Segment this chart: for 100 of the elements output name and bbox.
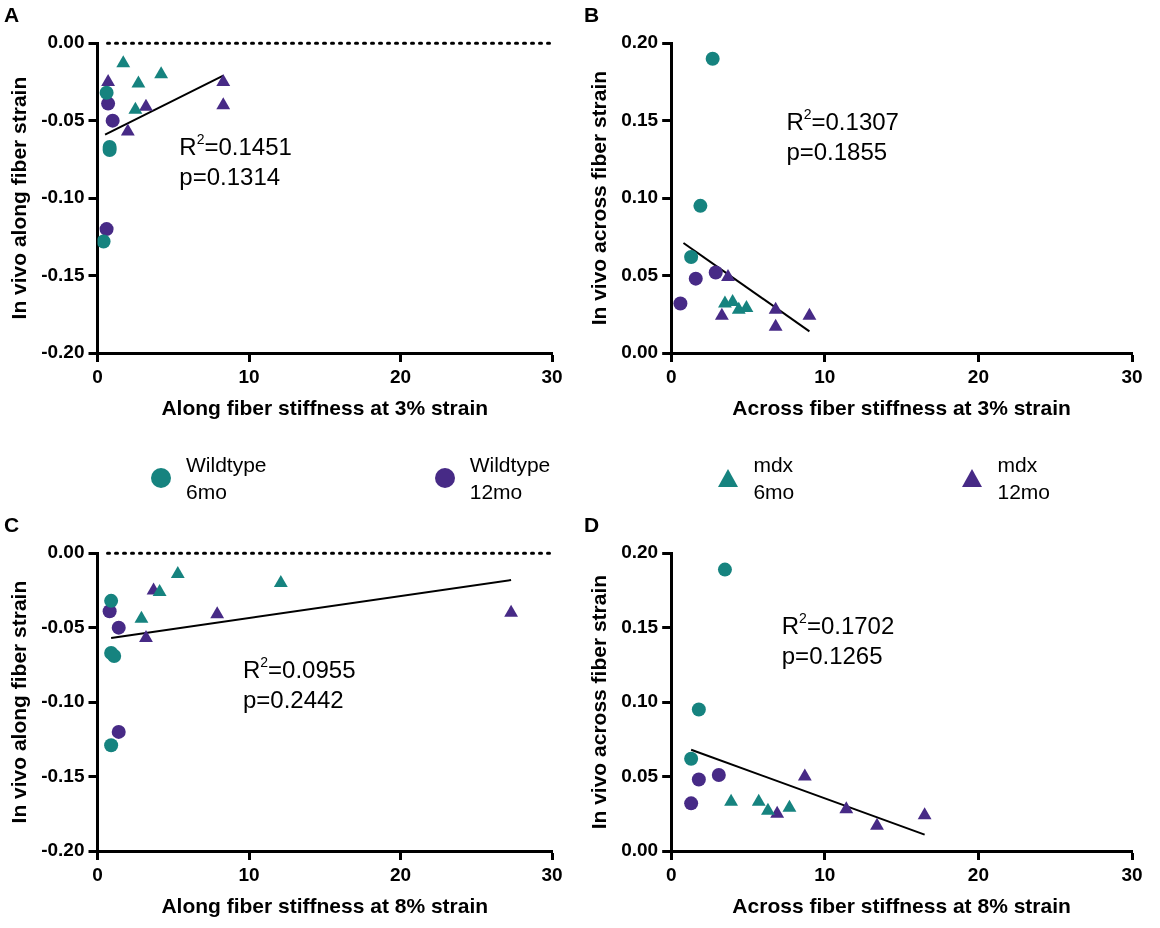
y-tick-label: -0.15 — [41, 263, 85, 285]
chart-title: A — [4, 3, 20, 27]
point — [128, 101, 143, 114]
x-tick-label: 20 — [389, 863, 412, 885]
point — [101, 73, 116, 86]
point — [782, 799, 797, 812]
point — [691, 772, 706, 787]
annotation: p=0.1314 — [179, 162, 281, 190]
y-tick-label: -0.15 — [41, 764, 85, 786]
y-tick-label: 0.00 — [47, 31, 85, 53]
point — [693, 198, 708, 213]
legend-label: Wildtype 6mo — [186, 451, 267, 505]
chart-title: C — [4, 513, 20, 537]
y-tick-label: -0.05 — [41, 615, 85, 637]
point — [721, 269, 735, 282]
chart-title: B — [584, 3, 600, 27]
x-tick-label: 30 — [541, 365, 563, 387]
point — [120, 123, 135, 136]
point — [111, 724, 126, 739]
point — [154, 66, 169, 79]
point — [688, 271, 703, 286]
point — [797, 768, 812, 781]
y-axis-title: In vivo along fiber strain — [7, 580, 31, 824]
point — [768, 318, 783, 331]
y-tick-label: 0.10 — [621, 690, 659, 712]
point — [870, 817, 884, 830]
point — [708, 265, 723, 280]
point — [684, 249, 699, 264]
point — [673, 296, 688, 311]
point — [134, 610, 149, 623]
point — [770, 805, 785, 818]
y-tick-label: 0.15 — [621, 615, 659, 637]
y-axis-title: In vivo along fiber strain — [7, 76, 31, 320]
point — [105, 113, 120, 128]
point — [724, 793, 739, 806]
point — [705, 51, 720, 66]
x-tick-label: 10 — [814, 863, 836, 885]
y-tick-label: -0.10 — [41, 690, 85, 712]
point — [210, 606, 225, 619]
point — [97, 234, 111, 249]
point — [684, 751, 699, 766]
point — [684, 796, 699, 811]
chart-title: D — [584, 513, 600, 537]
point — [711, 768, 726, 783]
x-tick-label: 10 — [814, 365, 836, 387]
y-tick-label: 0.05 — [621, 263, 659, 285]
annotation: p=0.2442 — [242, 686, 344, 714]
point — [139, 98, 153, 111]
point — [116, 55, 131, 68]
point — [717, 562, 732, 577]
x-axis-title: Across fiber stiffness at 3% strain — [732, 396, 1071, 420]
y-tick-label: 0.00 — [47, 541, 85, 563]
y-tick-label: 0.10 — [621, 186, 659, 208]
y-axis-title: In vivo across fiber strain — [587, 574, 611, 830]
legend-label: Wildtype 12mo — [469, 451, 551, 505]
x-tick-label: 20 — [389, 365, 412, 387]
x-tick-label: 30 — [541, 863, 563, 885]
y-tick-label: 0.15 — [621, 108, 659, 130]
point — [802, 307, 817, 320]
point — [504, 604, 519, 617]
point — [139, 630, 153, 643]
x-axis-title: Along fiber stiffness at 3% strain — [161, 396, 489, 420]
y-tick-label: -0.05 — [41, 108, 85, 130]
point — [714, 307, 729, 320]
point — [216, 73, 231, 86]
y-tick-label: 0.20 — [621, 31, 659, 53]
y-tick-label: 0.00 — [621, 839, 659, 861]
point — [917, 807, 932, 820]
annotation: p=0.1265 — [781, 641, 883, 669]
point — [839, 801, 854, 814]
point — [751, 793, 766, 806]
legend-label: mdx 6mo — [753, 451, 795, 505]
point — [768, 301, 783, 314]
legend-label: mdx 12mo — [997, 451, 1050, 505]
x-tick-label: 20 — [967, 365, 989, 387]
x-axis-title: Across fiber stiffness at 8% strain — [732, 894, 1071, 918]
y-tick-label: -0.10 — [41, 186, 85, 208]
point — [99, 85, 114, 100]
y-axis-title: In vivo across fiber strain — [587, 70, 611, 326]
x-tick-label: 0 — [92, 863, 103, 885]
point — [273, 574, 288, 587]
y-tick-label: 0.05 — [621, 764, 659, 786]
x-tick-label: 0 — [665, 863, 677, 885]
point — [99, 222, 114, 237]
point — [111, 620, 126, 635]
y-tick-label: -0.20 — [41, 839, 85, 861]
y-tick-label: 0.20 — [621, 541, 659, 563]
point — [691, 702, 706, 717]
x-tick-label: 30 — [1121, 863, 1143, 885]
point — [152, 583, 167, 596]
x-tick-label: 10 — [238, 365, 260, 387]
point — [170, 566, 185, 579]
x-tick-label: 20 — [967, 863, 989, 885]
x-tick-label: 0 — [665, 365, 677, 387]
x-tick-label: 0 — [92, 365, 103, 387]
x-tick-label: 30 — [1121, 365, 1143, 387]
y-tick-label: -0.20 — [41, 341, 85, 363]
point — [761, 802, 775, 815]
y-tick-label: 0.00 — [621, 341, 659, 363]
x-axis-title: Along fiber stiffness at 8% strain — [161, 894, 489, 918]
